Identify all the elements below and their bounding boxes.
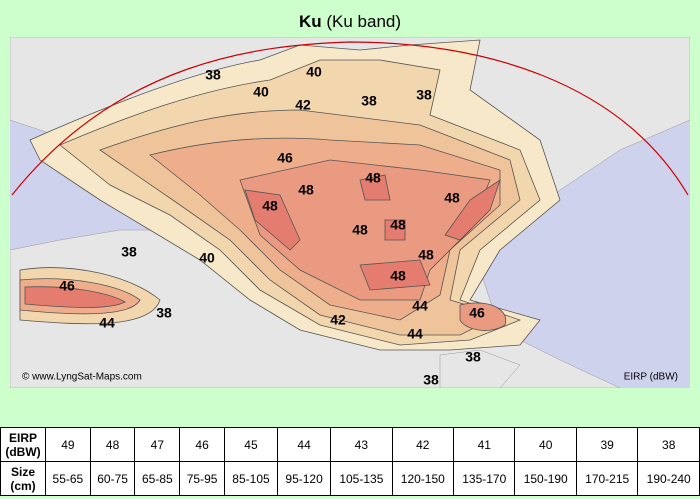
contour-label: 48 bbox=[418, 247, 434, 263]
contour-label: 48 bbox=[444, 190, 460, 206]
table-cell: 60-75 bbox=[89, 461, 136, 496]
table-cell: 95-120 bbox=[277, 461, 332, 496]
table-cell: 55-65 bbox=[45, 461, 91, 496]
contour-label: 44 bbox=[412, 298, 428, 314]
credit: © www.LyngSat-Maps.com bbox=[22, 372, 142, 383]
row-header: EIRP (dBW) bbox=[0, 427, 46, 462]
table-cell: 105-135 bbox=[330, 461, 393, 496]
contour-label: 46 bbox=[469, 305, 485, 321]
contour-label: 38 bbox=[361, 93, 377, 109]
contour-label: 38 bbox=[423, 372, 439, 388]
table-cell: 49 bbox=[45, 427, 91, 462]
table-cell: 46 bbox=[179, 427, 225, 462]
table-cell: 75-95 bbox=[179, 461, 225, 496]
table-cell: 150-190 bbox=[514, 461, 577, 496]
contour-label: 38 bbox=[465, 349, 481, 365]
table-cell: 42 bbox=[391, 427, 455, 462]
table-cell: 39 bbox=[575, 427, 639, 462]
contour-label: 42 bbox=[295, 97, 311, 113]
table-cell: 170-215 bbox=[575, 461, 639, 496]
table-cell: 44 bbox=[277, 427, 332, 462]
contour-label: 48 bbox=[390, 268, 406, 284]
eirp-table: EIRP (dBW) 49 48 47 46 45 44 43 42 41 40 39 38 Size (… bbox=[0, 427, 700, 496]
contour-label: 40 bbox=[306, 64, 322, 80]
table-row: EIRP (dBW) 49 48 47 46 45 44 43 42 41 40 39 38 bbox=[0, 427, 700, 462]
title-bold: Ku bbox=[298, 12, 322, 31]
contour-label: 38 bbox=[121, 244, 137, 260]
table-cell: 65-85 bbox=[134, 461, 181, 496]
contour-label: 48 bbox=[365, 170, 381, 186]
table-cell: 47 bbox=[134, 427, 181, 462]
contour-label: 44 bbox=[99, 315, 115, 331]
row-header: Size (cm) bbox=[0, 461, 46, 496]
contour-label: 48 bbox=[390, 217, 406, 233]
contour-label: 40 bbox=[199, 250, 215, 266]
contour-label: 40 bbox=[253, 84, 269, 100]
table-cell: 120-150 bbox=[391, 461, 455, 496]
contour-label: 42 bbox=[330, 312, 346, 328]
table-cell: 41 bbox=[453, 427, 516, 462]
title-rest: (Ku band) bbox=[326, 12, 402, 31]
footprint-map: © www.LyngSat-Maps.com EIRP (dBW) 38 40 40… bbox=[10, 37, 690, 388]
contour-label: 38 bbox=[416, 87, 432, 103]
contour-label: 46 bbox=[277, 150, 293, 166]
table-cell: 48 bbox=[89, 427, 136, 462]
table-row: Size (cm) 55-65 60-75 65-85 75-95 85-105 95-12… bbox=[0, 461, 700, 496]
table-cell: 45 bbox=[223, 427, 279, 462]
contour-label: 44 bbox=[407, 326, 423, 342]
contour-label: 38 bbox=[156, 305, 172, 321]
contour-label: 48 bbox=[262, 198, 278, 214]
contour-label: 38 bbox=[205, 67, 221, 83]
table-cell: 38 bbox=[637, 427, 700, 462]
table-cell: 85-105 bbox=[223, 461, 279, 496]
legend-label: EIRP (dBW) bbox=[624, 372, 678, 383]
table-cell: 135-170 bbox=[453, 461, 516, 496]
table-cell: 190-240 bbox=[637, 461, 700, 496]
table-cell: 43 bbox=[330, 427, 393, 462]
contour-label: 46 bbox=[59, 278, 75, 294]
contour-label: 48 bbox=[298, 182, 314, 198]
title: Ku (Ku band) bbox=[0, 12, 700, 32]
contour-label: 48 bbox=[352, 222, 368, 238]
table-cell: 40 bbox=[514, 427, 577, 462]
